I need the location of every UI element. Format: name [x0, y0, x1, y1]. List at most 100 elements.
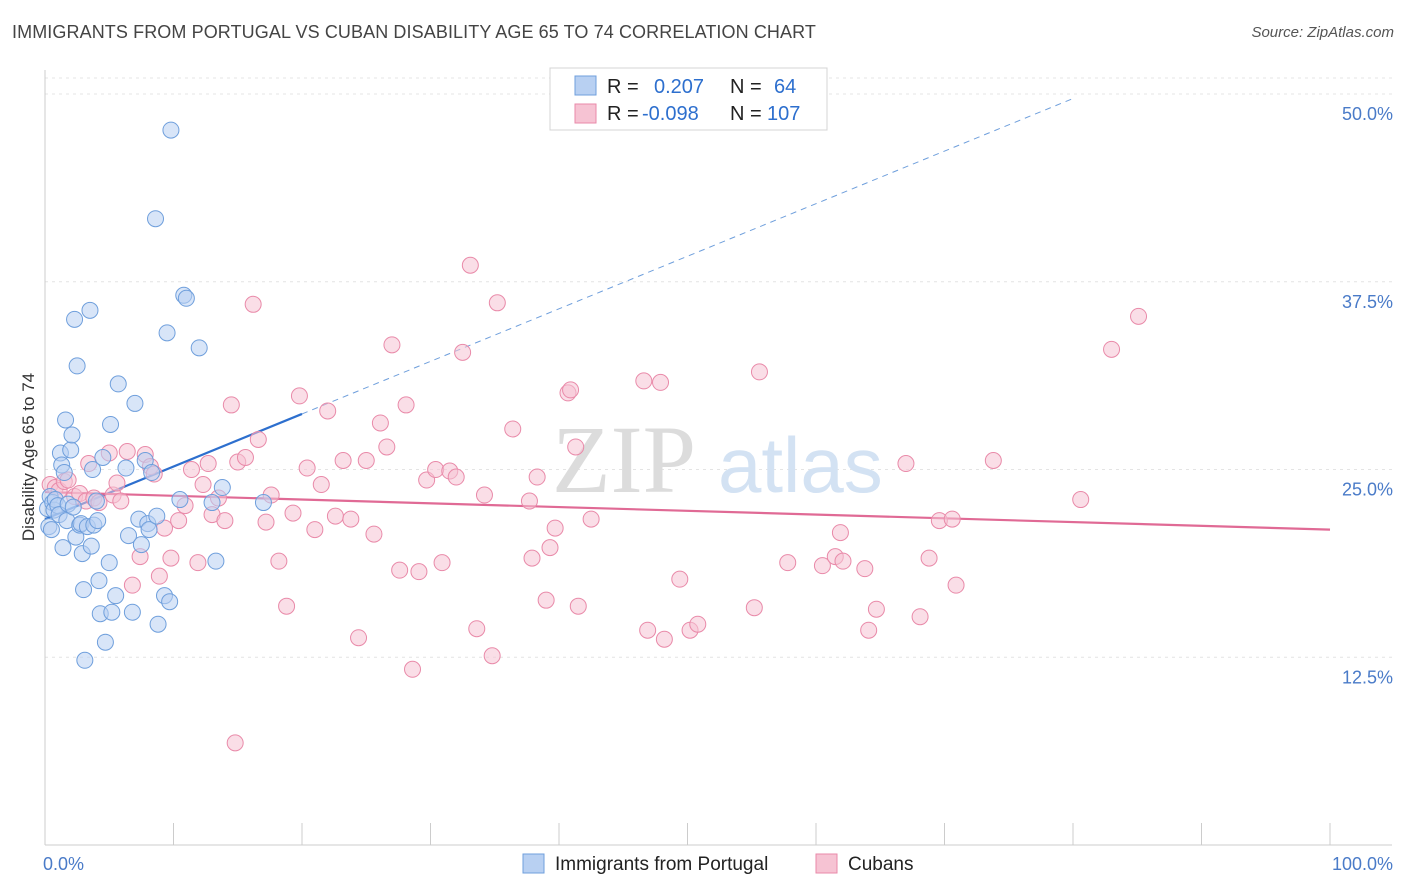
cubans-point-68	[461, 256, 479, 274]
portugal-point-16	[62, 441, 80, 459]
portugal-point-17	[63, 426, 81, 444]
legend-swatch-cubans	[574, 103, 597, 124]
cubans-point-70	[475, 486, 493, 504]
portugal-point-32	[87, 492, 105, 510]
cubans-point-13	[108, 474, 126, 492]
legend-box: R = 0.207 N = 64 R = -0.098 N = 107	[549, 67, 828, 131]
portugal-point-43	[117, 459, 135, 477]
chart-title: IMMIGRANTS FROM PORTUGAL VS CUBAN DISABI…	[12, 22, 817, 42]
portugal-point-40	[103, 603, 121, 621]
portugal-point-12	[55, 464, 73, 482]
cubans-point-82	[567, 438, 585, 456]
portugal-point-28	[81, 301, 99, 319]
portugal-point-45	[123, 603, 141, 621]
bottom-legend-label-cubans: Cubans	[848, 854, 914, 875]
legend-n-value-portugal: 64	[774, 76, 796, 98]
cubans-point-28	[194, 476, 212, 494]
cubans-point-103	[911, 608, 929, 626]
portugal-point-51	[140, 521, 158, 539]
y-tick-label-1: 25.0%	[1342, 480, 1393, 500]
portugal-point-44	[120, 527, 138, 545]
cubans-point-52	[350, 629, 368, 647]
cubans-point-51	[342, 510, 360, 528]
portugal-point-19	[66, 310, 84, 328]
bottom-legend: Immigrants from Portugal Cubans	[522, 853, 914, 875]
portugal-point-38	[100, 554, 118, 572]
portugal-point-3	[42, 521, 60, 539]
cubans-point-14	[112, 492, 130, 510]
cubans-point-42	[278, 597, 296, 615]
series-cubans-points	[41, 256, 1148, 752]
legend-n-label-portugal: N =	[730, 76, 762, 98]
portugal-point-13	[57, 411, 75, 429]
axes	[44, 70, 1392, 846]
x-ticks	[44, 823, 1331, 845]
cubans-point-106	[943, 510, 961, 528]
cubans-point-88	[655, 630, 673, 648]
cubans-point-23	[162, 549, 180, 567]
cubans-point-58	[391, 561, 409, 579]
trend-line-portugal-extension	[301, 98, 1074, 415]
cubans-point-109	[1072, 491, 1090, 509]
chart-source: Source: ZipAtlas.com	[1251, 24, 1394, 41]
portugal-point-63	[190, 339, 208, 357]
cubans-point-59	[397, 396, 415, 414]
cubans-point-101	[867, 600, 885, 618]
cubans-point-44	[290, 387, 308, 405]
cubans-point-71	[483, 647, 501, 665]
portugal-point-25	[75, 581, 93, 599]
cubans-point-110	[1103, 340, 1121, 358]
legend-swatch-portugal	[574, 75, 597, 96]
portugal-point-60	[171, 491, 189, 509]
cubans-point-69	[468, 620, 486, 638]
cubans-point-43	[284, 504, 302, 522]
portugal-point-42	[109, 375, 127, 393]
cubans-point-29	[199, 455, 217, 473]
cubans-point-50	[334, 452, 352, 470]
portugal-point-54	[148, 507, 166, 525]
cubans-point-102	[897, 455, 915, 473]
cubans-point-21	[150, 567, 168, 585]
cubans-point-37	[244, 295, 262, 313]
cubans-point-32	[216, 512, 234, 530]
portugal-point-65	[207, 552, 225, 570]
cubans-point-27	[189, 554, 207, 572]
legend-n-label-cubans: N =	[730, 103, 762, 125]
cubans-point-99	[856, 560, 874, 578]
cubans-point-15	[118, 442, 136, 460]
cubans-point-78	[541, 539, 559, 557]
cubans-point-83	[569, 597, 587, 615]
portugal-point-53	[147, 210, 165, 228]
cubans-point-33	[222, 396, 240, 414]
portugal-point-30	[84, 461, 102, 479]
cubans-point-73	[504, 420, 522, 438]
cubans-point-107	[947, 576, 965, 594]
cubans-point-48	[319, 402, 337, 420]
y-tick-label-2: 37.5%	[1342, 292, 1393, 312]
x-tick-label-min: 0.0%	[43, 854, 84, 874]
cubans-point-100	[860, 621, 878, 639]
portugal-point-39	[102, 415, 120, 433]
portugal-point-48	[132, 536, 150, 554]
legend-n-value-cubans: 107	[767, 103, 800, 125]
cubans-point-61	[410, 563, 428, 581]
portugal-point-11	[54, 539, 72, 557]
y-axis-label: Disability Age 65 to 74	[19, 373, 38, 541]
legend-r-value-portugal: 0.207	[654, 76, 704, 98]
cubans-point-53	[357, 452, 375, 470]
portugal-point-21	[68, 357, 86, 375]
portugal-point-33	[89, 512, 107, 530]
bottom-legend-label-portugal: Immigrants from Portugal	[555, 854, 768, 875]
x-tick-label-max: 100.0%	[1332, 854, 1393, 874]
cubans-point-49	[326, 507, 344, 525]
bottom-legend-swatch-cubans	[815, 853, 838, 874]
series-portugal-points	[39, 121, 272, 669]
cubans-point-66	[447, 468, 465, 486]
legend-r-label-portugal: R =	[607, 76, 639, 98]
watermark-zip: ZIP	[552, 406, 696, 513]
y-tick-labels: 12.5% 25.0% 37.5% 50.0%	[1342, 104, 1393, 687]
portugal-point-29	[82, 537, 100, 555]
gridlines	[45, 77, 1392, 658]
cubans-point-108	[984, 452, 1002, 470]
